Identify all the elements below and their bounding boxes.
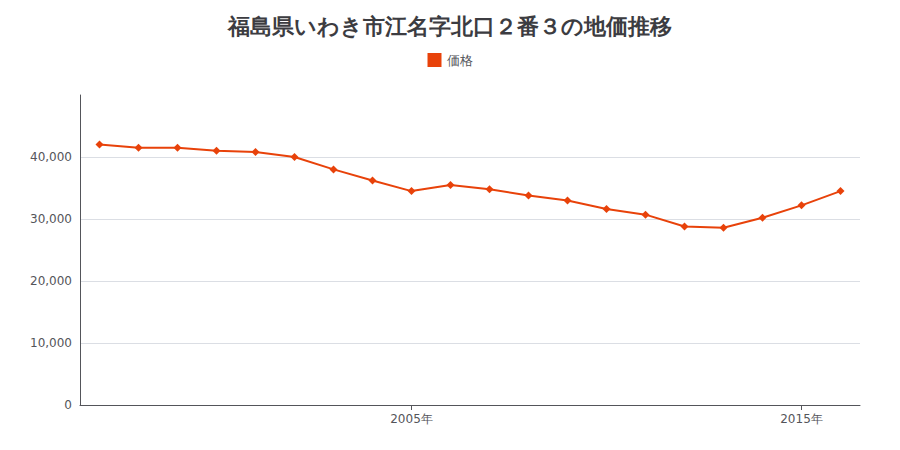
svg-text:30,000: 30,000 [30, 212, 72, 226]
svg-text:40,000: 40,000 [30, 150, 72, 164]
svg-text:2015年: 2015年 [780, 412, 823, 426]
svg-text:20,000: 20,000 [30, 274, 72, 288]
svg-text:福島県いわき市江名字北口２番３の地価推移: 福島県いわき市江名字北口２番３の地価推移 [227, 14, 672, 39]
svg-text:価格: 価格 [447, 53, 473, 68]
svg-text:10,000: 10,000 [30, 336, 72, 350]
svg-text:0: 0 [64, 398, 72, 412]
svg-text:2005年: 2005年 [390, 412, 433, 426]
